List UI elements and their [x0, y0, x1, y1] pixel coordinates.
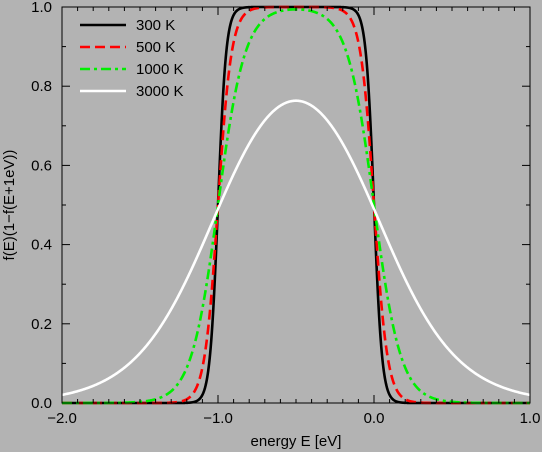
legend-label-3000k: 3000 K — [136, 83, 184, 100]
legend-label-1000k: 1000 K — [136, 61, 184, 78]
y-tick-label: 1.0 — [31, 0, 52, 16]
series-line-1000k — [61, 8, 531, 405]
x-tick-label: −1.0 — [203, 410, 233, 427]
legend-label-500k: 500 K — [136, 39, 175, 56]
y-tick-label: 0.4 — [31, 237, 52, 254]
y-tick-label: 0.6 — [31, 157, 52, 174]
y-tick-label: 0.2 — [31, 316, 52, 333]
plot-frame — [61, 6, 531, 404]
series-line-3000k — [61, 99, 531, 397]
x-tick-label: 1.0 — [520, 410, 541, 427]
series-line-300k — [61, 5, 531, 405]
series-layer — [61, 5, 531, 405]
y-tick-label: 0.0 — [31, 395, 52, 412]
x-axis-title: energy E [eV] — [251, 433, 342, 450]
x-tick-label: 0.0 — [364, 410, 385, 427]
legend: 300 K 500 K 1000 K 3000 K — [80, 17, 184, 100]
y-tick-label: 0.8 — [31, 78, 52, 95]
y-axis-title: f(E)(1−f(E+1eV)) — [1, 150, 18, 261]
legend-label-300k: 300 K — [136, 17, 175, 34]
ticks-layer: −2.0 −1.0 0.0 1.0 0.0 0.2 0.4 0.6 0.8 1.0 — [31, 0, 540, 427]
x-tick-label: −2.0 — [47, 410, 77, 427]
series-line-500k — [61, 5, 531, 405]
